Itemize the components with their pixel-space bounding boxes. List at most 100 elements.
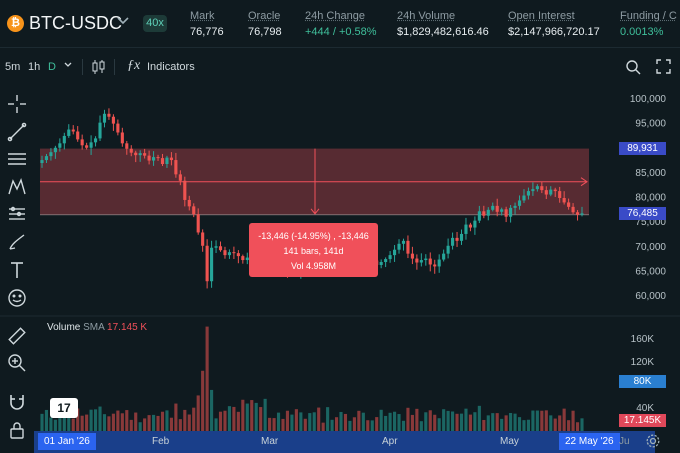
volume-bar	[491, 413, 495, 431]
candle-body	[531, 189, 535, 192]
candle-body	[174, 160, 178, 175]
candle-body	[379, 262, 383, 265]
chevron-down-icon[interactable]	[117, 15, 129, 29]
range-high-tag: 89,931	[619, 142, 666, 155]
interval-chevron-icon[interactable]	[63, 60, 73, 73]
zoom-search-icon[interactable]	[625, 59, 641, 78]
volume-sma-label: SMA	[83, 322, 105, 333]
pattern-icon[interactable]	[7, 177, 27, 197]
indicators-fx-icon[interactable]: ƒx	[127, 58, 141, 73]
volume-bar	[174, 403, 178, 431]
candle-body	[143, 153, 147, 156]
volume-bar	[285, 410, 290, 431]
volume-bar	[259, 407, 263, 431]
range-band	[40, 148, 589, 215]
tradingview-logo[interactable]: 17	[50, 398, 78, 418]
candle-body	[80, 139, 84, 146]
volume-bar	[379, 409, 383, 431]
crosshair-icon[interactable]	[7, 94, 27, 114]
lock-icon[interactable]	[7, 420, 27, 440]
range-start-date: 01 Jan '26	[38, 433, 96, 450]
candle-body	[401, 240, 406, 244]
leverage-badge[interactable]: 40x	[143, 15, 167, 32]
volume-bar	[98, 406, 102, 431]
candle-body	[134, 152, 138, 156]
volume-bar	[245, 403, 249, 431]
volume-bar	[303, 418, 307, 431]
volume-bar	[388, 412, 392, 431]
candle-body	[562, 197, 566, 203]
volume-bar	[196, 395, 200, 431]
volume-bar	[44, 409, 49, 431]
candle-body	[567, 202, 571, 207]
stat-24h-volume: 24h Volume $1,829,482,616.46	[397, 10, 489, 38]
candle-body	[165, 157, 169, 165]
volume-bar	[210, 389, 214, 431]
zoom-in-icon[interactable]	[7, 353, 27, 373]
volume-bar	[178, 419, 182, 431]
candle-body	[89, 142, 93, 148]
chart-settings-icon[interactable]	[645, 433, 661, 449]
candle-body	[40, 160, 44, 164]
interval-d[interactable]: D	[48, 61, 56, 73]
candle-body	[53, 147, 57, 153]
interval-1h[interactable]: 1h	[28, 61, 41, 73]
candle-body	[71, 129, 75, 132]
volume-legend[interactable]: Volume SMA 17.145 K	[47, 322, 147, 333]
candle-body	[571, 206, 575, 213]
volume-bar	[473, 412, 477, 431]
text-tool-icon[interactable]	[7, 260, 27, 280]
pair-selector[interactable]: BTC-USDC	[29, 13, 122, 33]
volume-bar	[223, 410, 227, 431]
volume-bar	[339, 411, 343, 431]
month-label: May	[500, 436, 519, 447]
volume-bar	[183, 409, 187, 431]
candle-body	[169, 157, 173, 161]
volume-bar	[522, 420, 526, 431]
candle-body	[93, 138, 98, 143]
bitcoin-icon: ₿	[7, 15, 24, 32]
volume-bar	[464, 408, 468, 431]
trend-line-icon[interactable]	[7, 122, 27, 142]
candle-body	[504, 209, 508, 217]
candle-body	[526, 191, 531, 196]
candle-body	[125, 143, 129, 149]
volume-bar	[366, 420, 370, 431]
candle-body	[459, 233, 464, 241]
volume-bar	[125, 410, 129, 431]
candle-type-icon[interactable]	[90, 59, 106, 78]
candle-body	[549, 189, 553, 195]
volume-bar	[455, 413, 459, 431]
candle-body	[522, 195, 526, 201]
volume-bar	[540, 410, 544, 431]
volume-bar	[49, 417, 53, 431]
month-label: Feb	[152, 436, 170, 447]
volume-sma-tag: 17.145K	[619, 414, 666, 427]
volume-bar	[580, 418, 584, 431]
volume-label: Volume	[47, 322, 81, 333]
ruler-icon[interactable]	[7, 326, 27, 346]
interval-5m[interactable]: 5m	[5, 61, 21, 73]
volume-bar	[312, 412, 316, 431]
candle-body	[451, 237, 455, 246]
candle-body	[500, 209, 504, 212]
volume-bar	[241, 399, 245, 431]
candle-body	[152, 157, 156, 161]
candle-body	[393, 249, 397, 256]
emoji-icon[interactable]	[7, 288, 27, 308]
volume-bar	[116, 410, 120, 431]
volume-bar	[152, 414, 156, 431]
candle-body	[107, 113, 111, 117]
volume-bar	[308, 413, 312, 431]
fullscreen-icon[interactable]	[656, 59, 671, 77]
candle-body	[129, 148, 133, 153]
horizontal-lines-icon[interactable]	[7, 149, 27, 169]
candle-body	[62, 135, 66, 144]
volume-bar	[102, 414, 107, 431]
volume-bar	[348, 420, 352, 431]
measure-range-icon[interactable]	[7, 204, 27, 224]
indicators-button[interactable]: Indicators	[147, 61, 195, 73]
volume-bar	[71, 418, 75, 431]
brush-icon[interactable]	[7, 232, 27, 252]
magnet-icon[interactable]	[7, 392, 27, 412]
